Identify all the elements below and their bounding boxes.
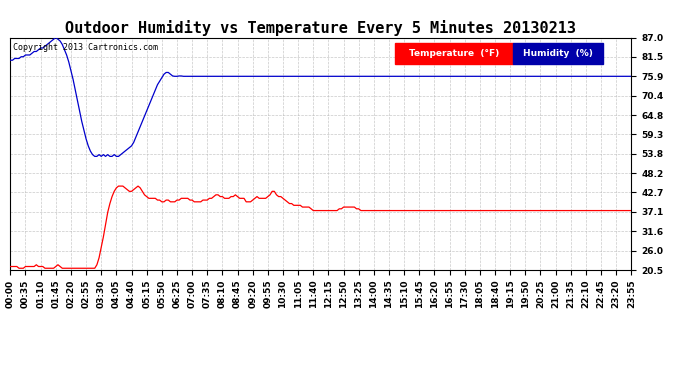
Title: Outdoor Humidity vs Temperature Every 5 Minutes 20130213: Outdoor Humidity vs Temperature Every 5 … (66, 20, 576, 36)
Text: Temperature  (°F): Temperature (°F) (409, 49, 500, 58)
Text: Copyright 2013 Cartronics.com: Copyright 2013 Cartronics.com (14, 44, 159, 52)
FancyBboxPatch shape (395, 44, 513, 64)
Text: Humidity  (%): Humidity (%) (523, 49, 593, 58)
FancyBboxPatch shape (513, 44, 604, 64)
